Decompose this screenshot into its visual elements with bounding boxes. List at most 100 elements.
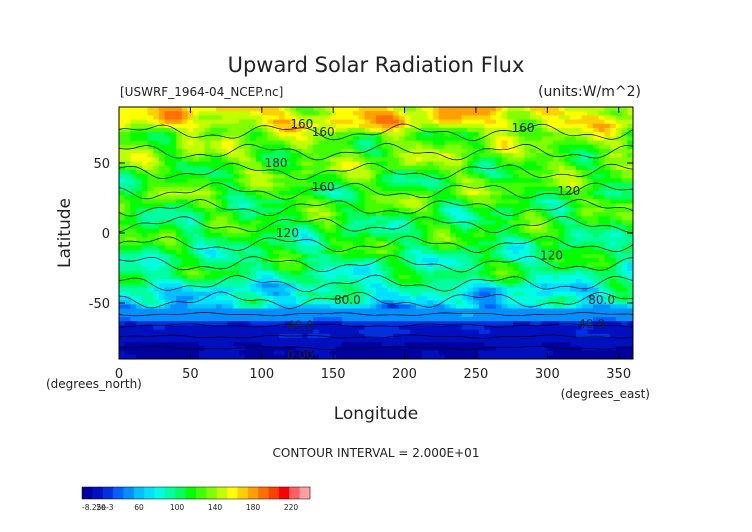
heatmap-cell xyxy=(524,182,531,188)
heatmap-cell xyxy=(587,153,594,158)
heatmap-cell xyxy=(261,249,269,255)
heatmap-cell xyxy=(158,174,166,179)
heatmap-cell xyxy=(615,333,623,339)
heatmap-cell xyxy=(535,312,543,318)
heatmap-cell xyxy=(570,203,577,209)
heatmap-cell xyxy=(530,186,537,192)
heatmap-cell xyxy=(330,161,337,167)
heatmap-cell xyxy=(210,317,217,322)
heatmap-cell xyxy=(170,128,177,133)
heatmap-cell xyxy=(164,312,171,318)
heatmap-cell xyxy=(513,291,520,297)
heatmap-cell xyxy=(307,182,314,188)
heatmap-cell xyxy=(530,140,537,146)
heatmap-cell xyxy=(610,115,617,121)
heatmap-cell xyxy=(238,216,246,221)
heatmap-cell xyxy=(124,107,132,112)
heatmap-cell xyxy=(238,140,246,146)
heatmap-cell xyxy=(358,279,366,284)
heatmap-cell xyxy=(627,149,633,154)
heatmap-cell xyxy=(301,270,309,276)
heatmap-cell xyxy=(381,258,389,263)
heatmap-cell xyxy=(187,233,194,238)
heatmap-cell xyxy=(495,119,503,125)
heatmap-cell xyxy=(256,191,263,196)
heatmap-cell xyxy=(610,279,617,284)
heatmap-cell xyxy=(473,161,480,167)
heatmap-cell xyxy=(404,153,411,158)
heatmap-cell xyxy=(484,123,491,129)
heatmap-cell xyxy=(273,165,280,171)
heatmap-cell xyxy=(221,157,229,163)
heatmap-cell xyxy=(478,312,486,318)
heatmap-cell xyxy=(404,140,411,146)
heatmap-cell xyxy=(324,123,331,129)
heatmap-cell xyxy=(273,115,280,121)
heatmap-cell xyxy=(421,237,428,242)
heatmap-cell xyxy=(364,329,371,335)
heatmap-cell xyxy=(141,270,149,276)
heatmap-cell xyxy=(296,144,303,150)
heatmap-cell xyxy=(415,186,423,192)
heatmap-cell xyxy=(318,224,326,230)
heatmap-cell xyxy=(256,199,263,205)
heatmap-cell xyxy=(507,300,514,305)
heatmap-cell xyxy=(181,191,189,196)
heatmap-cell xyxy=(558,333,566,339)
heatmap-cell xyxy=(473,199,480,205)
heatmap-cell xyxy=(307,119,314,125)
heatmap-cell xyxy=(170,212,177,217)
heatmap-cell xyxy=(598,241,606,247)
heatmap-cell xyxy=(553,178,560,184)
heatmap-cell xyxy=(376,207,383,213)
heatmap-cell xyxy=(358,140,366,146)
heatmap-cell xyxy=(490,178,497,184)
heatmap-cell xyxy=(176,216,183,221)
heatmap-cell xyxy=(221,266,229,272)
heatmap-cell xyxy=(170,220,177,226)
heatmap-cell xyxy=(170,237,177,242)
heatmap-cell xyxy=(415,233,423,238)
heatmap-cell xyxy=(193,287,200,293)
heatmap-cell xyxy=(336,128,343,133)
heatmap-cell xyxy=(330,291,337,297)
heatmap-cell xyxy=(267,287,274,293)
heatmap-cell xyxy=(444,119,451,125)
heatmap-cell xyxy=(158,338,166,343)
heatmap-cell xyxy=(141,296,149,301)
heatmap-cell xyxy=(290,128,297,133)
heatmap-cell xyxy=(438,270,446,276)
heatmap-cell xyxy=(615,279,623,284)
heatmap-cell xyxy=(587,119,594,125)
heatmap-cell xyxy=(507,111,514,116)
heatmap-cell xyxy=(130,245,137,251)
heatmap-cell xyxy=(461,149,468,154)
heatmap-cell xyxy=(484,153,491,158)
heatmap-cell xyxy=(461,174,468,179)
heatmap-cell xyxy=(216,262,223,268)
heatmap-cell xyxy=(570,224,577,230)
heatmap-cell xyxy=(261,107,269,112)
heatmap-cell xyxy=(587,111,594,116)
heatmap-cell xyxy=(119,338,126,343)
heatmap-cell xyxy=(158,245,166,251)
heatmap-cell xyxy=(336,115,343,121)
heatmap-cell xyxy=(301,161,309,167)
heatmap-cell xyxy=(478,279,486,284)
heatmap-cell xyxy=(119,249,126,255)
heatmap-cell xyxy=(353,115,360,121)
heatmap-cell xyxy=(267,157,274,163)
heatmap-cell xyxy=(198,165,206,171)
heatmap-cell xyxy=(615,170,623,175)
heatmap-cell xyxy=(455,203,463,209)
heatmap-cell xyxy=(427,111,434,116)
heatmap-cell xyxy=(273,321,280,326)
heatmap-cell xyxy=(284,161,291,167)
heatmap-cell xyxy=(570,266,577,272)
heatmap-cell xyxy=(307,178,314,184)
heatmap-cell xyxy=(438,128,446,133)
heatmap-cell xyxy=(256,317,263,322)
heatmap-cell xyxy=(370,178,377,184)
heatmap-cell xyxy=(164,123,171,129)
